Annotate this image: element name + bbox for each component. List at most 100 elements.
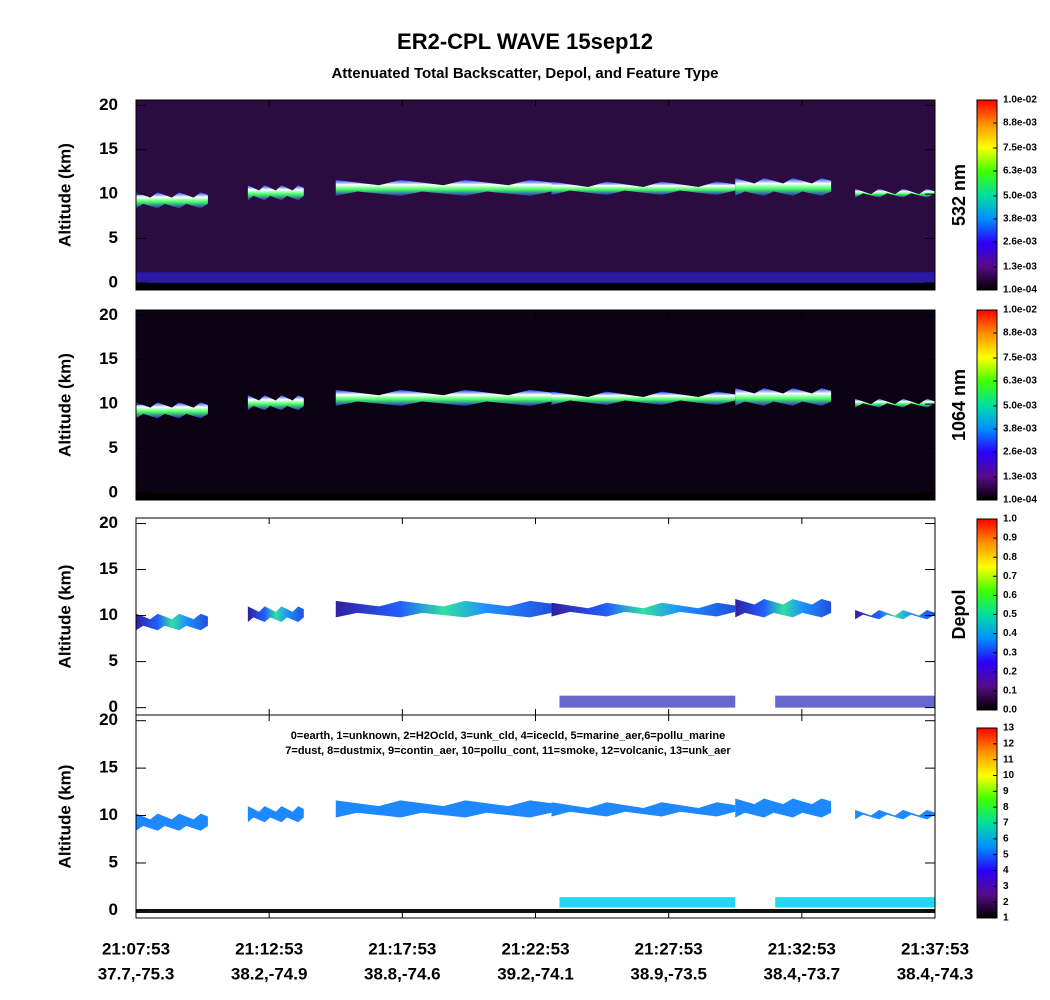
y-tick-label: 20: [99, 710, 118, 729]
x-tick-label: 21:27:53: [635, 939, 703, 958]
cloud-layer: [735, 798, 832, 818]
cloud-layer: [735, 388, 832, 406]
colorbar-tick-label: 0.3: [1003, 647, 1017, 658]
cloud-layer: [551, 181, 736, 195]
ground: [136, 908, 935, 913]
colorbar-tick-label: 1.0e-02: [1003, 95, 1037, 106]
cloud-layer: [247, 395, 304, 411]
colorbar-tick-label: 0.2: [1003, 666, 1017, 677]
colorbar-tick-label: 3: [1003, 881, 1009, 892]
cloud-layer: [855, 809, 935, 820]
y-tick-label: 0: [109, 482, 118, 501]
cloud-layer: [335, 800, 552, 818]
colorbar-tick-label: 8.8e-03: [1003, 328, 1037, 339]
y-tick-label: 10: [99, 184, 118, 203]
cloud-layer: [855, 610, 935, 620]
y-tick-label: 20: [99, 95, 118, 114]
colorbar-tick-label: 0.1: [1003, 686, 1017, 697]
y-tick-label: 5: [109, 228, 118, 247]
x-tick-sublabel: 38.4,-74.3: [897, 964, 974, 983]
cloud-layer: [735, 599, 832, 618]
aerosol-layer: [775, 897, 935, 908]
cloud-layer: [335, 389, 552, 406]
y-axis-label: Altitude (km): [55, 565, 74, 669]
y-tick-label: 10: [99, 394, 118, 413]
x-tick-label: 21:17:53: [368, 939, 436, 958]
x-tick-label: 21:12:53: [235, 939, 303, 958]
colorbar-tick-label: 13: [1003, 723, 1015, 734]
colorbar-tick-label: 6.3e-03: [1003, 376, 1037, 387]
colorbar-tick-label: 0.6: [1003, 590, 1017, 601]
cloud-layer: [855, 398, 935, 408]
y-tick-label: 0: [109, 697, 118, 716]
colorbar-tick-label: 4: [1003, 865, 1009, 876]
aerosol-layer: [775, 695, 935, 708]
colorbar-tick-label: 1: [1003, 913, 1009, 924]
y-tick-label: 15: [99, 349, 118, 368]
colorbar-tick-label: 1.0: [1003, 514, 1017, 525]
colorbar-tick-label: 2.6e-03: [1003, 447, 1037, 458]
y-tick-label: 5: [109, 852, 118, 871]
chart-subtitle: Attenuated Total Backscatter, Depol, and…: [331, 65, 718, 82]
colorbar-tick-label: 2.6e-03: [1003, 237, 1037, 248]
colorbar-tick-label: 7.5e-03: [1003, 353, 1037, 364]
colorbar-tick-label: 5: [1003, 849, 1009, 860]
cloud-layer: [551, 602, 736, 617]
colorbar-tick-label: 8.8e-03: [1003, 118, 1037, 129]
cloud-layer: [551, 802, 736, 817]
y-tick-label: 5: [109, 438, 118, 457]
annotation: 7=dust, 8=dustmix, 9=contin_aer, 10=poll…: [285, 745, 731, 757]
y-tick-label: 10: [99, 605, 118, 624]
colorbar-tick-label: 1.0e-02: [1003, 305, 1037, 316]
colorbar-tick-label: 1.0e-04: [1003, 285, 1037, 296]
cloud-layer: [335, 179, 552, 196]
colorbar-tick-label: 0.9: [1003, 533, 1017, 544]
y-tick-label: 15: [99, 139, 118, 158]
ground-signal: [136, 272, 935, 283]
colorbar-tick-label: 7.5e-03: [1003, 143, 1037, 154]
colorbar: [976, 309, 998, 501]
colorbar-tick-label: 6: [1003, 833, 1009, 844]
cloud-layer: [551, 391, 736, 405]
colorbar-tick-label: 5.0e-03: [1003, 401, 1037, 412]
cloud-layer: [247, 185, 304, 201]
colorbar-tick-label: 10: [1003, 770, 1015, 781]
colorbar-tick-label: 0.5: [1003, 609, 1017, 620]
colorbar-tick-label: 2: [1003, 897, 1009, 908]
x-tick-sublabel: 38.2,-74.9: [231, 964, 308, 983]
y-axis-label: Altitude (km): [55, 353, 74, 457]
cloud-layer: [136, 813, 208, 831]
colorbar-label: 532 nm: [949, 164, 969, 226]
cloud-layer: [247, 806, 304, 823]
colorbar-tick-label: 3.8e-03: [1003, 424, 1037, 435]
cloud-layer: [335, 600, 552, 618]
x-tick-label: 21:37:53: [901, 939, 969, 958]
colorbar-label: Depol: [949, 589, 969, 639]
x-tick-sublabel: 38.9,-73.5: [630, 964, 707, 983]
x-tick-label: 21:22:53: [501, 939, 569, 958]
colorbar-tick-label: 5.0e-03: [1003, 191, 1037, 202]
cloud-layer: [136, 192, 208, 209]
y-tick-label: 20: [99, 305, 118, 324]
y-axis-label: Altitude (km): [55, 143, 74, 247]
y-tick-label: 15: [99, 559, 118, 578]
cloud-layer: [136, 402, 208, 419]
y-tick-label: 20: [99, 513, 118, 532]
y-tick-label: 10: [99, 805, 118, 824]
cloud-layer: [247, 606, 304, 623]
colorbar: [976, 99, 998, 291]
colorbar-tick-label: 12: [1003, 738, 1015, 749]
x-tick-sublabel: 39.2,-74.1: [497, 964, 574, 983]
y-tick-label: 15: [99, 758, 118, 777]
colorbar-tick-label: 1.0e-04: [1003, 495, 1037, 506]
y-tick-label: 0: [109, 272, 118, 291]
colorbar-tick-label: 1.3e-03: [1003, 472, 1037, 483]
y-axis-label: Altitude (km): [55, 765, 74, 869]
annotation: 0=earth, 1=unknown, 2=H2Ocld, 3=unk_cld,…: [291, 730, 725, 742]
colorbar-tick-label: 6.3e-03: [1003, 166, 1037, 177]
x-tick-sublabel: 38.4,-73.7: [764, 964, 841, 983]
colorbar-tick-label: 11: [1003, 754, 1014, 765]
colorbar-tick-label: 1.3e-03: [1003, 262, 1037, 273]
colorbar-tick-label: 0.0: [1003, 705, 1017, 716]
chart-title: ER2-CPL WAVE 15sep12: [397, 29, 653, 54]
